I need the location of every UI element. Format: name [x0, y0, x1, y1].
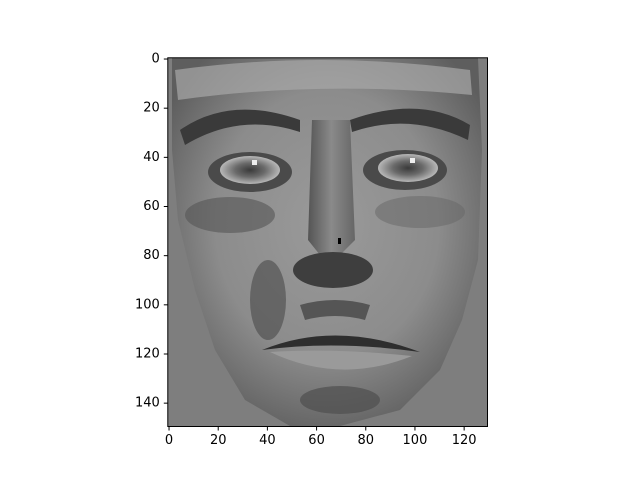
forehead — [175, 60, 472, 100]
lower-lip — [270, 350, 412, 370]
left-cheek-fold — [250, 260, 286, 340]
axes-frame — [167, 57, 489, 428]
y-tick-label: 0 — [152, 52, 160, 67]
nose-tip — [293, 252, 373, 288]
left-eye-highlight — [252, 160, 257, 165]
nose-bridge — [308, 120, 355, 255]
x-tick-label: 60 — [308, 433, 325, 448]
x-tick-label: 0 — [165, 433, 173, 448]
left-eye — [220, 156, 280, 184]
left-under-eye — [185, 197, 275, 233]
right-under-eye — [375, 196, 465, 228]
left-eyebrow — [180, 109, 300, 145]
y-tick-label: 140 — [135, 396, 160, 411]
x-tick-label: 80 — [357, 433, 374, 448]
y-tick-label: 100 — [135, 297, 160, 312]
y-tick-label: 60 — [143, 199, 160, 214]
mouth — [262, 335, 420, 352]
y-tick-label: 40 — [143, 150, 160, 165]
y-tick-label: 80 — [143, 248, 160, 263]
x-tick-label: 40 — [259, 433, 276, 448]
y-tick-label: 120 — [135, 346, 160, 361]
chin-shadow — [300, 386, 380, 414]
right-eye-highlight — [410, 158, 415, 163]
y-tick-label: 20 — [143, 101, 160, 116]
upper-lip-shade — [300, 300, 370, 320]
x-tick-label: 120 — [452, 433, 477, 448]
x-tick-label: 20 — [210, 433, 227, 448]
mark — [338, 238, 341, 244]
image — [167, 57, 488, 427]
right-eyebrow — [350, 108, 470, 140]
right-eye — [378, 154, 438, 182]
x-tick-label: 100 — [403, 433, 428, 448]
